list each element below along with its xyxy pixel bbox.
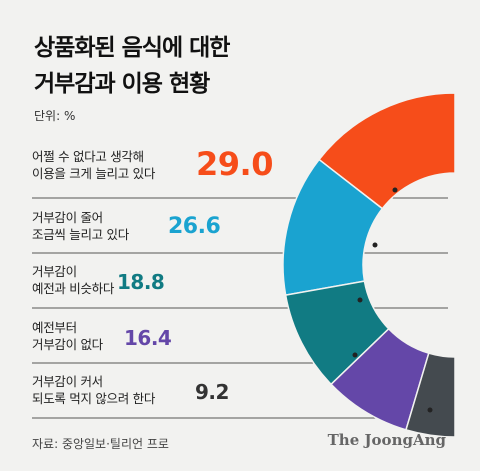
donut-slices	[282, 92, 456, 438]
leader-dot-1	[372, 242, 378, 248]
donut-slice-4	[405, 352, 456, 438]
leader-dot-4	[427, 407, 433, 413]
category-label-2: 거부감이 예전과 비슷하다	[32, 264, 115, 296]
category-label-3: 예전부터 거부감이 없다	[32, 320, 103, 352]
value-label-3: 16.4	[124, 326, 172, 350]
leader-dot-2	[357, 297, 363, 303]
category-label-4: 거부감이 커서 되도록 먹지 않으려 한다	[32, 374, 156, 406]
value-label-0: 29.0	[196, 145, 273, 183]
category-label-1: 거부감이 줄어 조금씩 늘리고 있다	[32, 210, 129, 242]
leader-dot-3	[352, 352, 358, 358]
brand-logo: The JoongAng	[327, 431, 446, 449]
value-label-4: 9.2	[195, 380, 229, 404]
unit-label: 단위: %	[34, 109, 76, 123]
leader-lines	[352, 187, 433, 413]
chart-title: 상품화된 음식에 대한 거부감과 이용 현황	[34, 35, 230, 97]
category-label-0: 어쩔 수 없다고 생각해 이용을 크게 늘리고 있다	[32, 149, 156, 181]
source-note: 자료: 중앙일보·틸리언 프로	[32, 437, 169, 451]
leader-dot-0	[392, 187, 398, 193]
value-label-1: 26.6	[168, 214, 221, 239]
value-label-2: 18.8	[117, 270, 165, 294]
